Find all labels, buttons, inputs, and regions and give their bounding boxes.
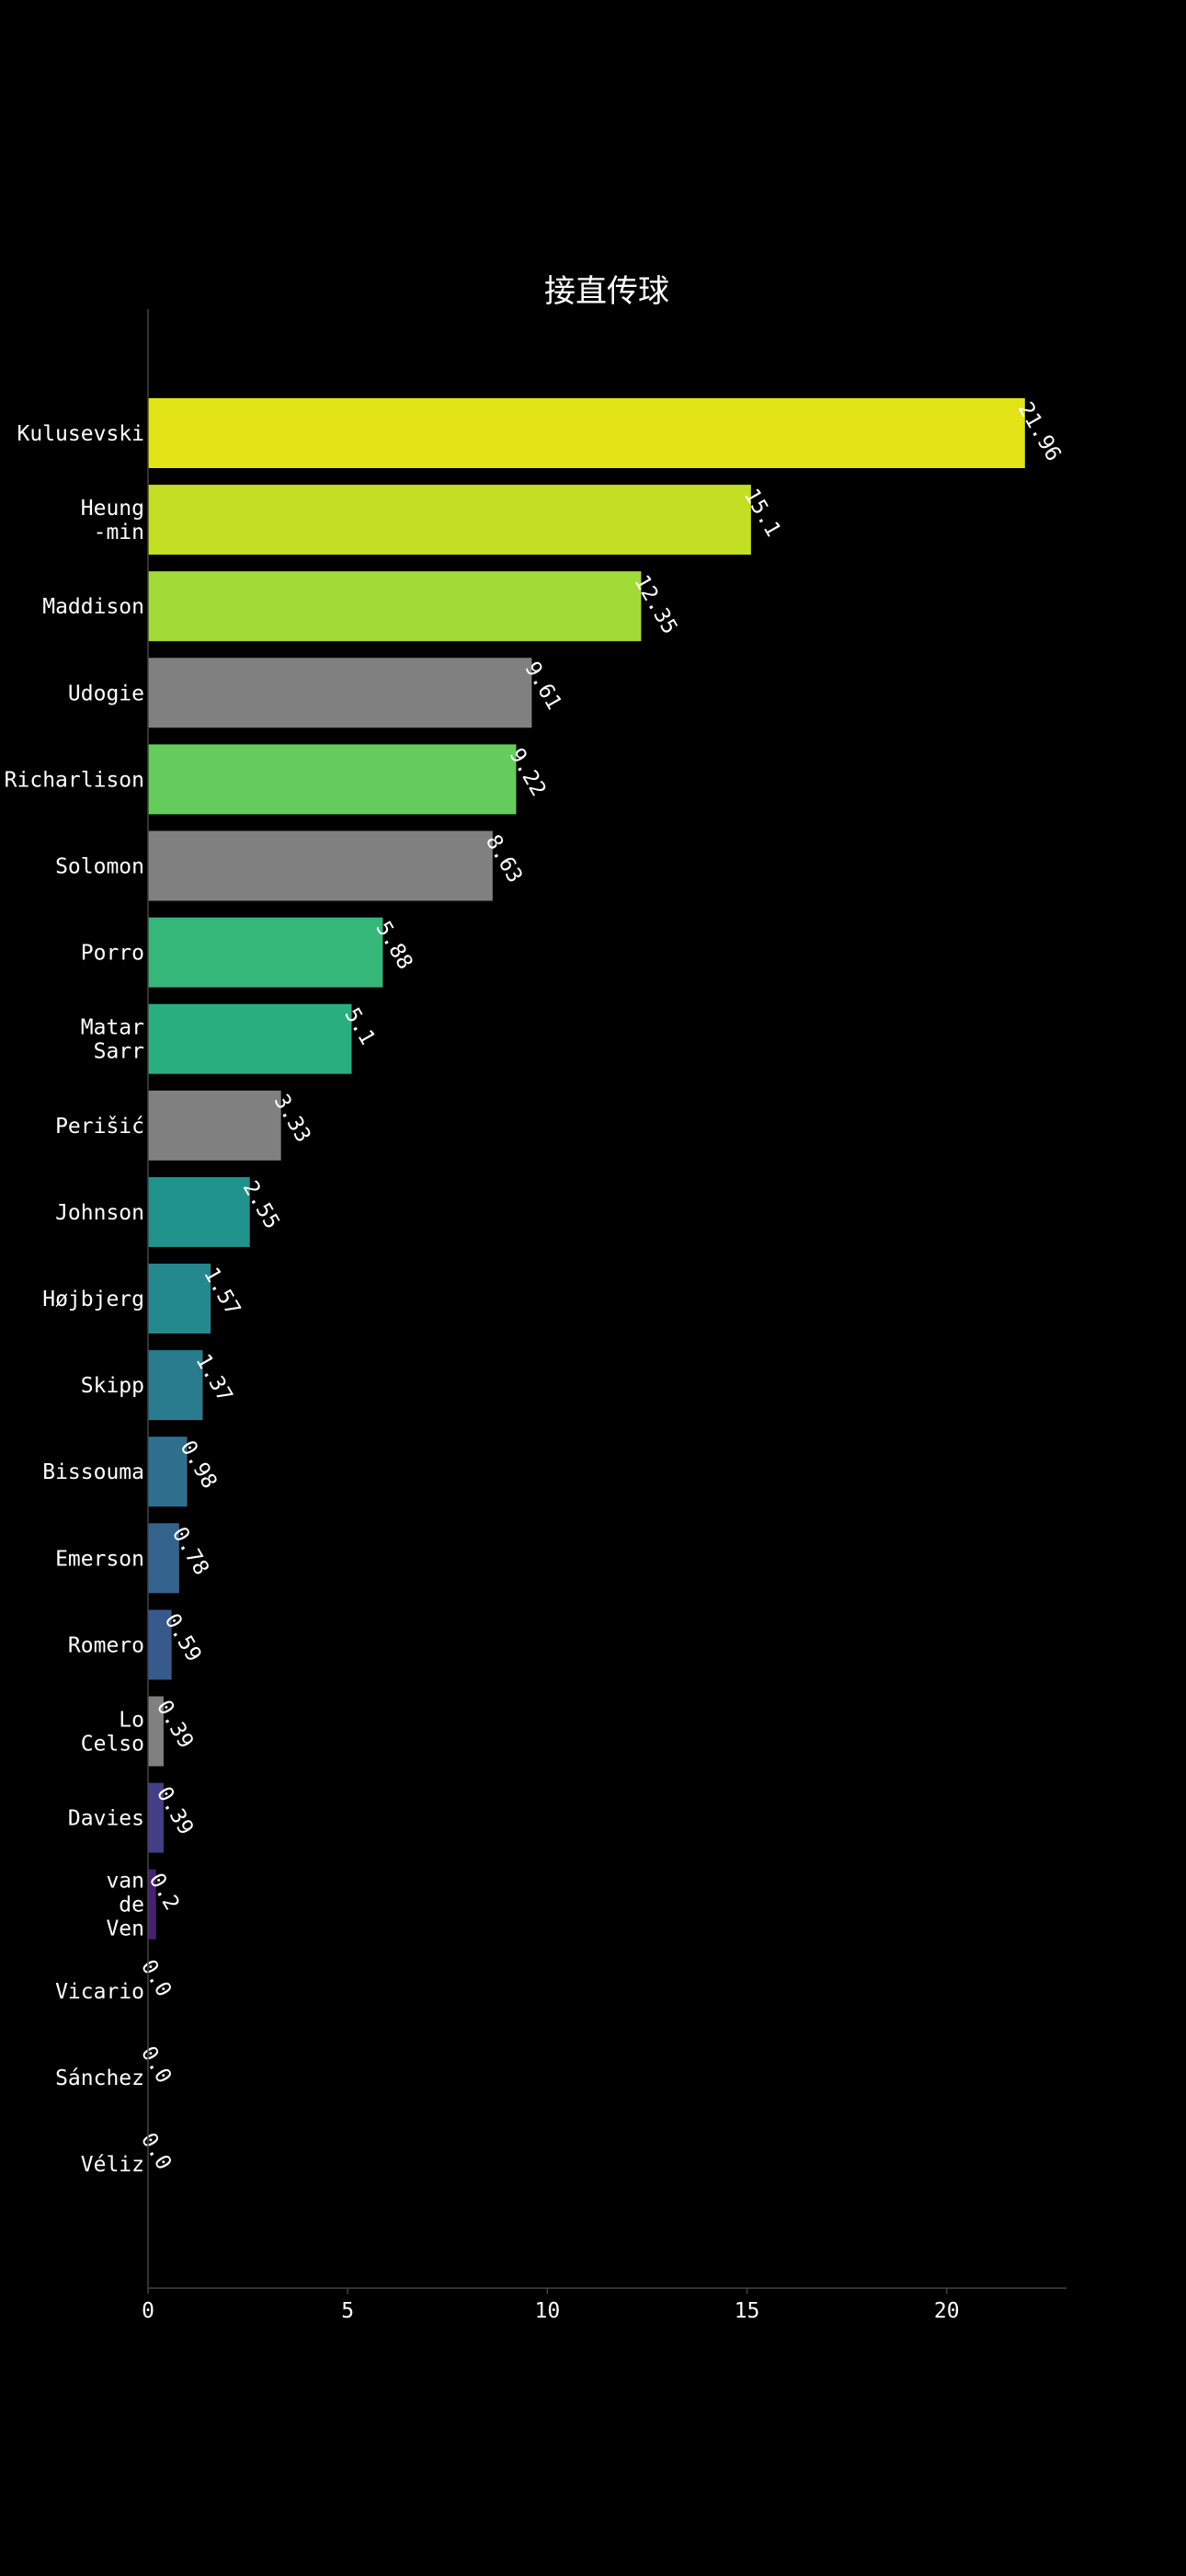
category-label-line: Bissouma — [42, 1460, 144, 1484]
category-label: Højbjerg — [42, 1288, 144, 1311]
category-label: van de Ven — [106, 1870, 144, 1941]
category-label-line: Heung — [81, 497, 144, 521]
category-label-line: Lo — [119, 1709, 144, 1733]
x-tick-label: 15 — [735, 2299, 760, 2323]
category-label: Perišić — [55, 1115, 144, 1139]
category-label-line: Maddison — [42, 595, 144, 619]
category-label-line: Perišić — [55, 1115, 144, 1139]
category-label: Kulusevski — [17, 422, 144, 446]
category-label-line: Sarr — [94, 1040, 144, 1064]
category-label-line: Davies — [68, 1807, 144, 1831]
category-label-line: Véliz — [81, 2153, 144, 2177]
category-label-line: Johnson — [55, 1201, 144, 1225]
category-label: Johnson — [55, 1201, 144, 1225]
bar — [148, 744, 517, 815]
bar — [148, 398, 1025, 468]
category-label: Bissouma — [42, 1460, 144, 1484]
category-label-line: Kulusevski — [17, 422, 144, 446]
category-label-line: Celso — [81, 1733, 144, 1757]
category-label: Sánchez — [55, 2067, 144, 2090]
category-label: Vicario — [55, 1980, 144, 2004]
bar — [148, 1523, 179, 1594]
category-label-line: Solomon — [55, 855, 144, 879]
category-label: Lo Celso — [81, 1709, 144, 1757]
category-label-line: -min — [94, 521, 144, 544]
category-label: Richarlison — [5, 768, 144, 792]
category-label-line: Skipp — [81, 1374, 144, 1398]
category-label-line: Richarlison — [5, 768, 144, 792]
category-label: Porro — [81, 942, 144, 966]
category-label: Maddison — [42, 595, 144, 619]
bar — [148, 1437, 188, 1507]
category-label-line: de — [119, 1894, 144, 1918]
category-label: Emerson — [55, 1547, 144, 1571]
bar — [148, 1090, 281, 1161]
category-label-line: Højbjerg — [42, 1288, 144, 1311]
bar — [148, 1350, 203, 1421]
category-label-line: Romero — [68, 1633, 144, 1657]
category-labels: Kulusevski Heung -min Maddison Udogie Richarl… — [5, 422, 144, 2177]
category-label-line: Matar — [81, 1016, 144, 1040]
bars — [148, 398, 1025, 1940]
category-label-line: Porro — [81, 942, 144, 966]
x-tick-label: 0 — [142, 2299, 154, 2323]
category-label: Udogie — [68, 681, 144, 705]
bar — [148, 1609, 172, 1680]
category-label-line: van — [106, 1870, 144, 1894]
category-label-line: Ven — [106, 1918, 144, 1941]
category-label-line: Vicario — [55, 1980, 144, 2004]
bar — [148, 830, 493, 901]
category-label: Davies — [68, 1807, 144, 1831]
bar — [148, 485, 751, 555]
bar — [148, 1264, 211, 1334]
category-label: Heung -min — [81, 497, 144, 544]
category-label-line: Sánchez — [55, 2067, 144, 2090]
chart-title: 接直传球 — [544, 273, 669, 310]
category-label-line: Udogie — [68, 681, 144, 705]
category-label: Romero — [68, 1633, 144, 1657]
category-label: Matar Sarr — [81, 1016, 144, 1064]
bar — [148, 1696, 164, 1767]
category-label: Skipp — [81, 1374, 144, 1398]
bar — [148, 1003, 352, 1074]
category-label: Solomon — [55, 855, 144, 879]
x-tick-label: 10 — [534, 2299, 560, 2323]
x-axis-ticks: 0 5 10 15 20 — [142, 2288, 960, 2323]
bar — [148, 658, 532, 728]
bar — [148, 1176, 250, 1247]
category-label: Véliz — [81, 2153, 144, 2177]
bar — [148, 571, 642, 642]
category-label-line: Emerson — [55, 1547, 144, 1571]
bar — [148, 917, 383, 988]
x-tick-label: 5 — [341, 2299, 354, 2323]
bar — [148, 1782, 164, 1853]
bar — [148, 1869, 156, 1940]
x-tick-label: 20 — [934, 2299, 960, 2323]
